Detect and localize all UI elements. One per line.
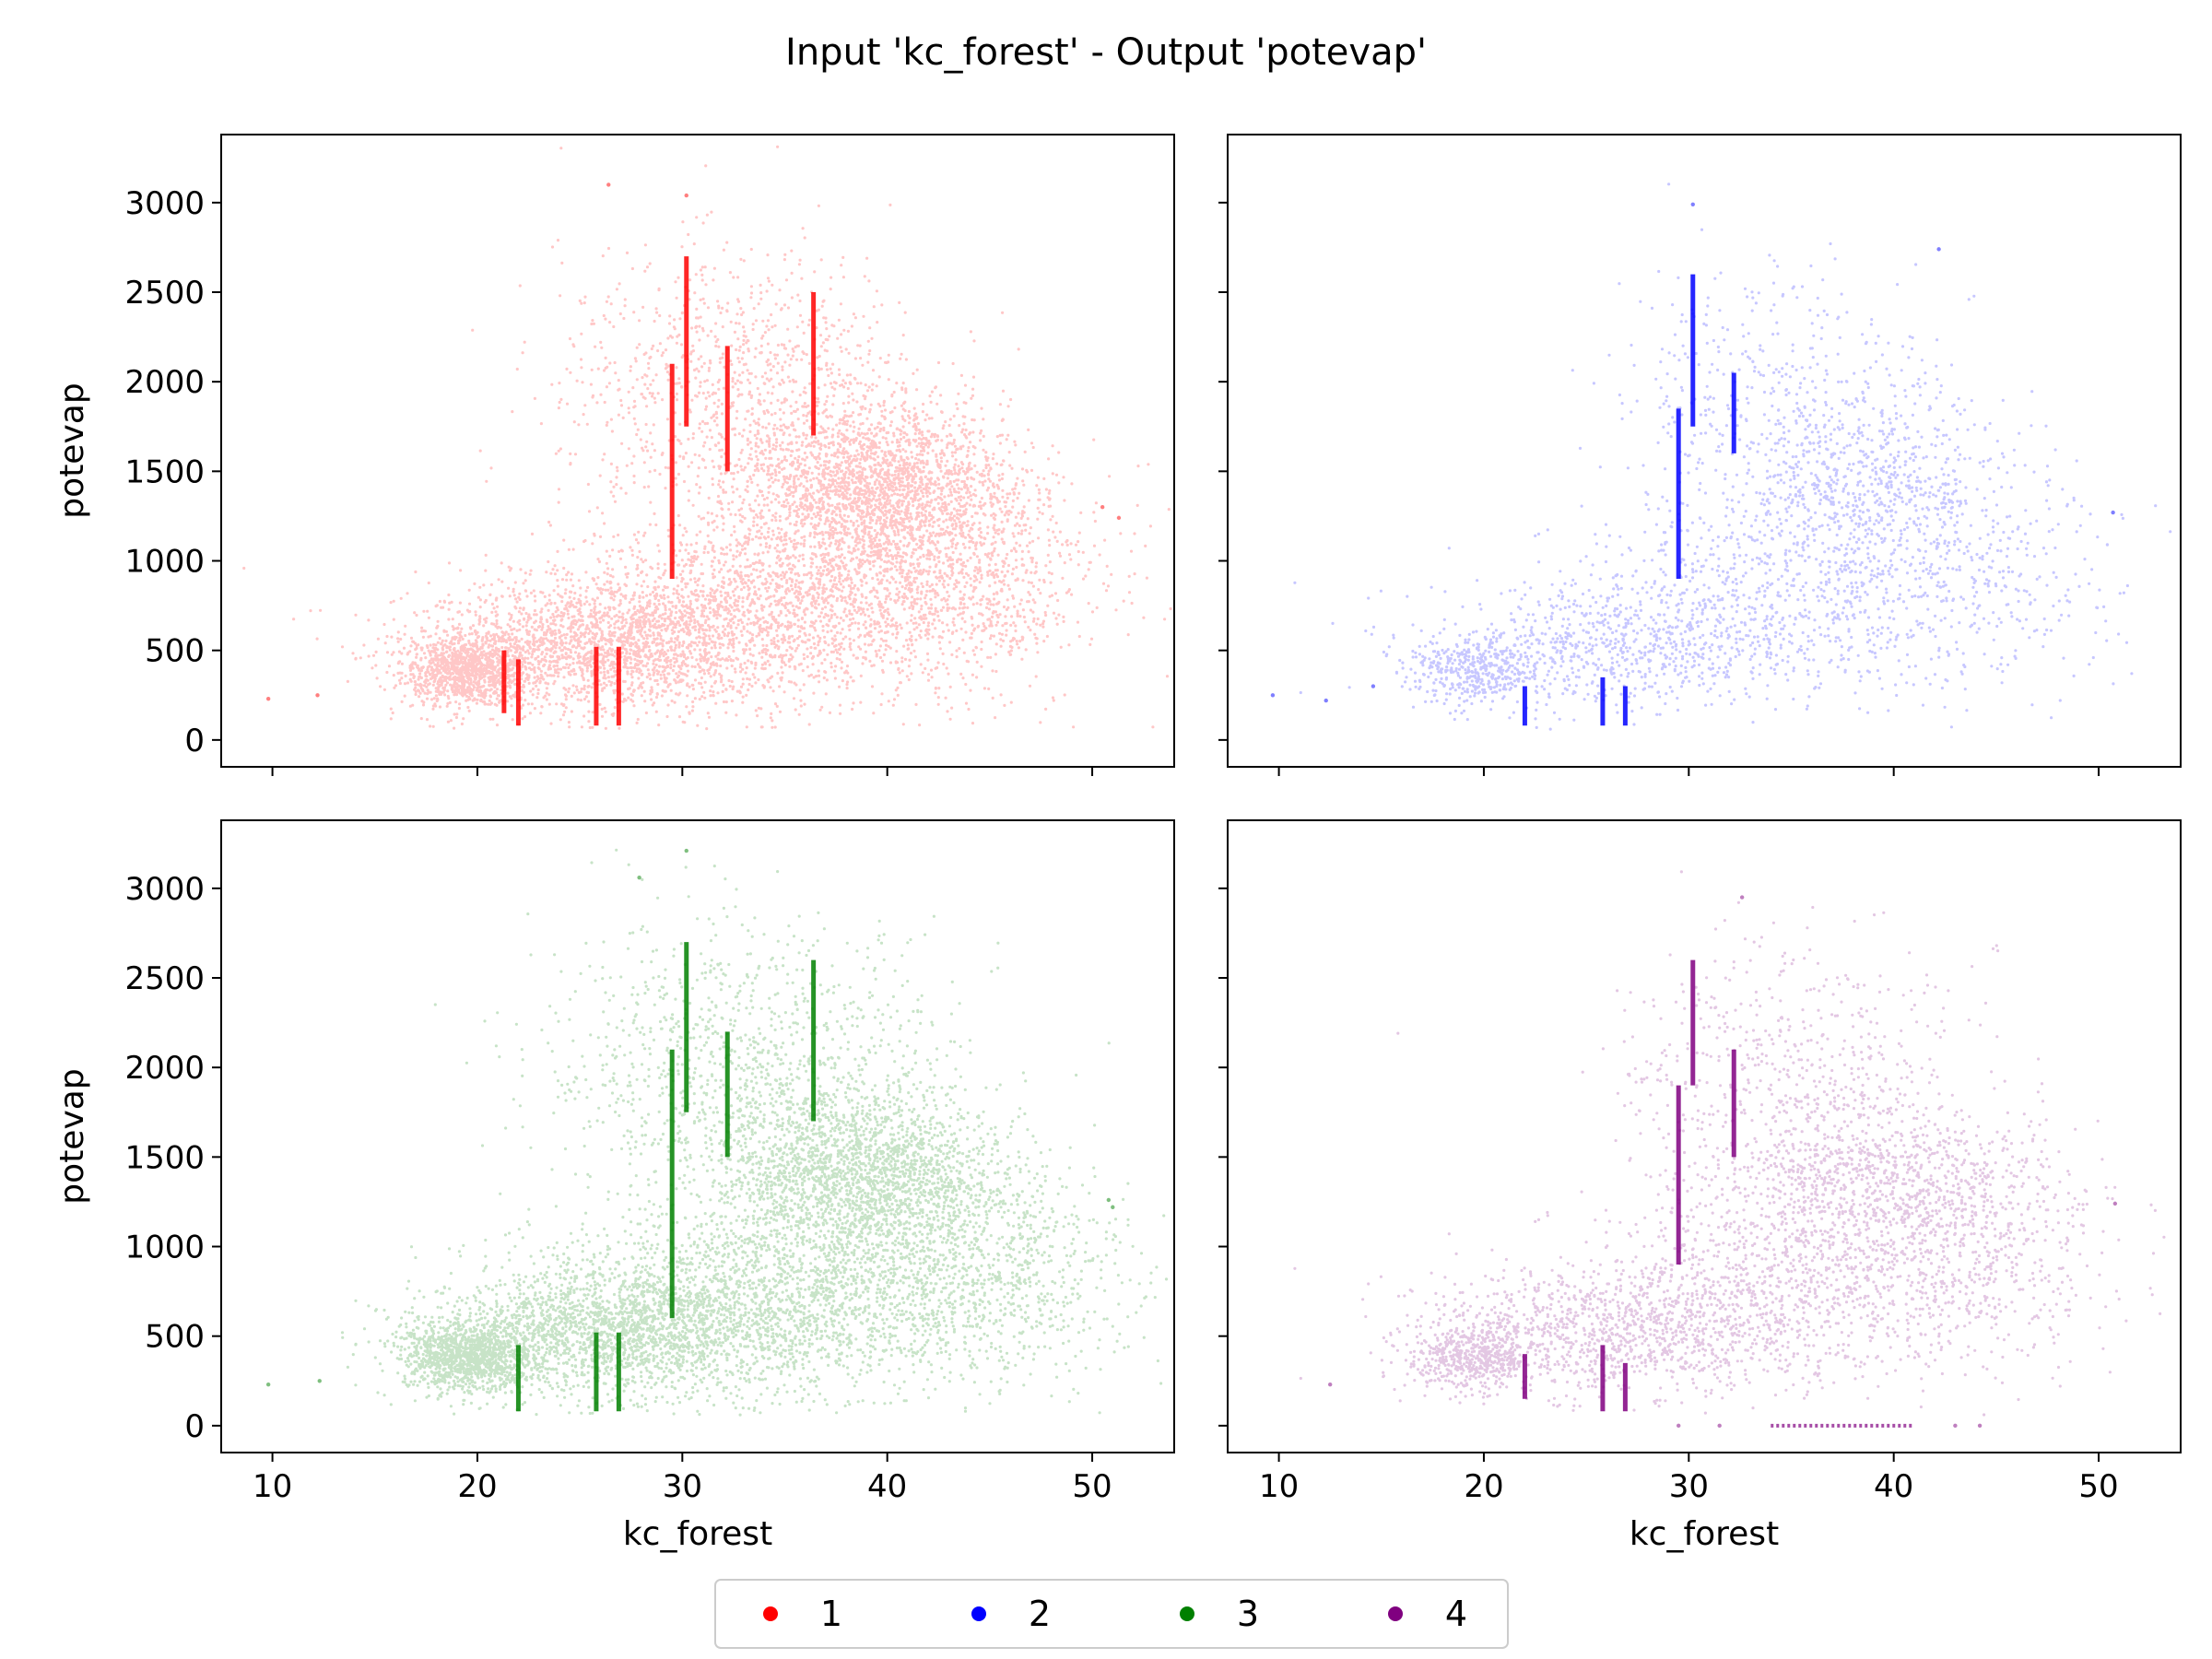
y-tick-label: 2500	[124, 960, 205, 997]
x-tick-label: 10	[253, 1468, 292, 1505]
scatter-point	[1111, 1205, 1115, 1209]
y-tick-label: 2000	[124, 1050, 205, 1087]
y-axis-label: potevap	[53, 382, 91, 518]
legend-label-3: 3	[1237, 1594, 1259, 1634]
scatter-points-series-2	[1270, 182, 2172, 731]
x-axis-label: kc_forest	[1630, 1515, 1779, 1553]
figure-title: Input 'kc_forest' - Output 'potevap'	[785, 31, 1427, 74]
scatter-point	[265, 1382, 271, 1387]
scatter-point	[2111, 510, 2115, 515]
legend-frame	[714, 1579, 1509, 1649]
scatter-point	[2112, 1201, 2118, 1206]
scatter-points-series-3	[265, 848, 1169, 1417]
scatter-point	[1106, 1197, 1112, 1203]
legend-marker-3	[1180, 1606, 1194, 1621]
y-tick-label: 1500	[124, 453, 205, 490]
scatter-point	[1324, 698, 1328, 703]
legend-marker-1	[763, 1606, 778, 1621]
scatter-point	[1371, 684, 1376, 688]
axes-frame	[220, 134, 1175, 768]
legend-label-1: 1	[820, 1594, 842, 1634]
x-tick-label: 40	[1874, 1468, 1913, 1505]
legend-marker-2	[971, 1606, 986, 1621]
point-cloud	[242, 145, 1172, 731]
scatter-points-series-4	[1293, 870, 2166, 1429]
x-axis-label: kc_forest	[623, 1515, 772, 1553]
scatter-point	[606, 182, 611, 187]
x-tick-label: 50	[2078, 1468, 2118, 1505]
x-tick-label: 40	[867, 1468, 907, 1505]
legend-marker-4	[1388, 1606, 1403, 1621]
scatter-point	[1100, 505, 1105, 510]
y-tick-label: 2500	[124, 275, 205, 312]
point-cloud	[1293, 182, 2172, 731]
scatter-point	[1739, 895, 1745, 900]
y-tick-label: 1500	[124, 1139, 205, 1176]
legend-label-2: 2	[1029, 1594, 1051, 1634]
y-tick-label: 3000	[124, 185, 205, 222]
scatter-points-series-1	[242, 145, 1172, 731]
scatter-point	[315, 693, 320, 698]
scatter-point	[684, 848, 688, 853]
axes-frame	[1227, 134, 2182, 768]
scatter-point	[317, 1379, 322, 1383]
subplot-top-left: 0 500 1000 1500 2000 2500 3000 potevap	[53, 134, 1175, 776]
point-cloud	[1293, 870, 2166, 1417]
scatter-point	[684, 193, 688, 198]
scatter-point	[265, 696, 271, 701]
scatter-point	[1690, 202, 1695, 206]
subplot-top-right	[1218, 134, 2182, 776]
legend: 1 2 3 4	[714, 1579, 1509, 1649]
scatter-point	[1327, 1382, 1333, 1387]
scatter-point	[1677, 1423, 1681, 1429]
x-tick-label: 50	[1072, 1468, 1112, 1505]
subplot-bottom-right: 10 20 30 40 50 kc_forest	[1218, 819, 2182, 1553]
x-tick-label: 20	[457, 1468, 497, 1505]
x-tick-label: 30	[1669, 1468, 1709, 1505]
x-tick-label: 10	[1259, 1468, 1299, 1505]
point-cloud	[340, 848, 1169, 1417]
legend-label-4: 4	[1445, 1594, 1467, 1634]
x-tick-label: 30	[663, 1468, 702, 1505]
scatter-point	[1953, 1423, 1958, 1429]
y-tick-label: 1000	[124, 544, 205, 581]
scatter-point	[637, 875, 641, 880]
y-tick-label: 0	[184, 1408, 205, 1445]
y-tick-label: 500	[145, 633, 205, 670]
y-axis-label: potevap	[53, 1068, 91, 1204]
scatter-point	[1936, 247, 1941, 252]
scatter-point	[1270, 693, 1276, 698]
y-tick-label: 3000	[124, 871, 205, 908]
scatter-point	[1116, 515, 1122, 521]
subplot-bottom-left: 10 20 30 40 50050010001500200025003000kc_for…	[53, 819, 1175, 1553]
axes-frame	[1227, 819, 2182, 1453]
scatter-point	[1977, 1423, 1983, 1429]
y-tick-label: 500	[145, 1319, 205, 1356]
y-tick-label: 1000	[124, 1230, 205, 1266]
scatter-point	[1717, 1423, 1722, 1429]
y-tick-label: 2000	[124, 364, 205, 401]
axes-frame	[220, 819, 1175, 1453]
y-tick-label: 0	[184, 723, 205, 759]
x-tick-label: 20	[1464, 1468, 1503, 1505]
